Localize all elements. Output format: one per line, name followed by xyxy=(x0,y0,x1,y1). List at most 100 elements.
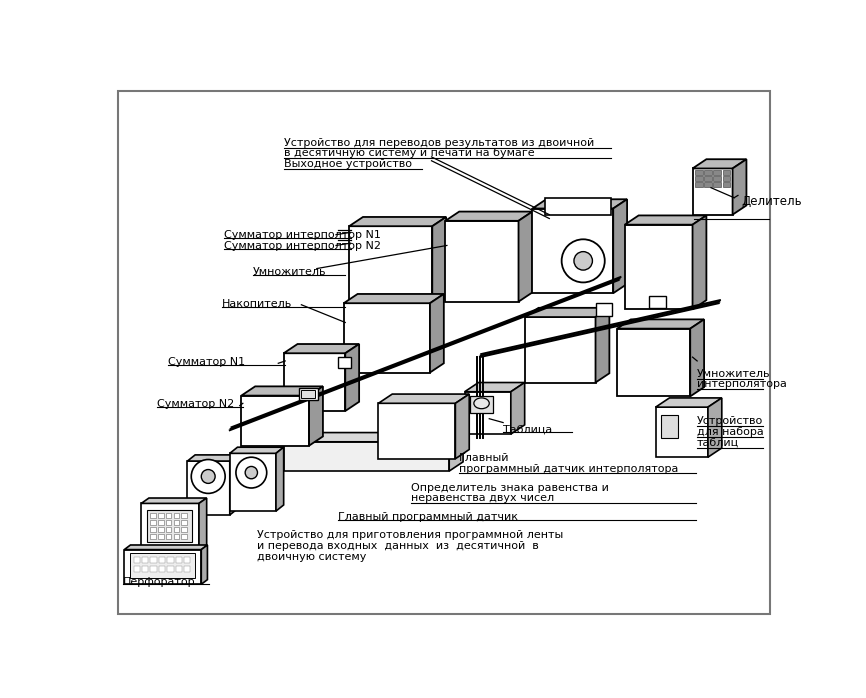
Polygon shape xyxy=(151,514,156,518)
Polygon shape xyxy=(624,225,693,309)
Polygon shape xyxy=(624,216,707,225)
Circle shape xyxy=(562,239,604,283)
Text: Устройство: Устройство xyxy=(697,417,764,426)
Polygon shape xyxy=(546,198,611,215)
Polygon shape xyxy=(133,566,139,572)
Polygon shape xyxy=(456,394,469,459)
Polygon shape xyxy=(346,344,359,411)
Polygon shape xyxy=(525,317,596,383)
Polygon shape xyxy=(229,455,237,515)
Polygon shape xyxy=(159,556,165,563)
Polygon shape xyxy=(695,176,702,181)
Polygon shape xyxy=(166,534,171,539)
Polygon shape xyxy=(141,498,207,503)
Polygon shape xyxy=(533,209,613,293)
Polygon shape xyxy=(617,329,690,396)
Polygon shape xyxy=(158,520,164,525)
Polygon shape xyxy=(242,396,309,445)
Polygon shape xyxy=(141,503,199,554)
Polygon shape xyxy=(656,398,721,407)
Polygon shape xyxy=(187,455,237,461)
Polygon shape xyxy=(158,527,164,532)
Polygon shape xyxy=(229,454,276,511)
Polygon shape xyxy=(159,566,165,572)
Polygon shape xyxy=(166,520,171,525)
Polygon shape xyxy=(650,295,666,308)
Polygon shape xyxy=(378,403,456,459)
Text: двоичную систему: двоичную систему xyxy=(256,552,366,562)
Ellipse shape xyxy=(474,398,489,409)
Text: неравенства двух чисел: неравенства двух чисел xyxy=(410,493,554,503)
Polygon shape xyxy=(714,176,721,181)
Text: таблиц: таблиц xyxy=(697,438,740,448)
Circle shape xyxy=(574,251,592,270)
Polygon shape xyxy=(151,566,157,572)
Text: в десятичную систему и печати на бумаге: в десятичную систему и печати на бумаге xyxy=(284,149,534,158)
Polygon shape xyxy=(130,554,195,578)
Polygon shape xyxy=(142,566,148,572)
Polygon shape xyxy=(445,211,533,221)
Polygon shape xyxy=(661,415,678,438)
Circle shape xyxy=(191,459,225,493)
Circle shape xyxy=(245,466,257,479)
Polygon shape xyxy=(173,514,179,518)
Polygon shape xyxy=(338,357,352,368)
Polygon shape xyxy=(695,170,702,174)
Polygon shape xyxy=(722,170,730,174)
Polygon shape xyxy=(445,221,519,302)
Polygon shape xyxy=(125,549,201,584)
Polygon shape xyxy=(166,514,171,518)
Text: Выходное устройство: Выходное устройство xyxy=(284,159,411,169)
Polygon shape xyxy=(432,217,446,307)
Polygon shape xyxy=(449,433,463,471)
Polygon shape xyxy=(301,390,315,398)
Polygon shape xyxy=(299,388,319,400)
Text: Определитель знака равенства и: Определитель знака равенства и xyxy=(410,482,609,493)
Polygon shape xyxy=(151,520,156,525)
Text: Делитель: Делитель xyxy=(742,195,803,209)
Text: Накопитель: Накопитель xyxy=(222,299,293,309)
Text: Умножитель: Умножитель xyxy=(697,369,771,378)
Polygon shape xyxy=(613,199,627,293)
Polygon shape xyxy=(284,344,359,353)
Polygon shape xyxy=(284,433,463,442)
Polygon shape xyxy=(229,447,284,454)
Circle shape xyxy=(201,470,215,484)
Polygon shape xyxy=(309,387,323,445)
Polygon shape xyxy=(693,216,707,309)
Polygon shape xyxy=(151,534,156,539)
Text: Умножитель: Умножитель xyxy=(253,267,326,277)
Polygon shape xyxy=(695,182,702,187)
Polygon shape xyxy=(519,211,533,302)
Polygon shape xyxy=(184,566,191,572)
Polygon shape xyxy=(158,514,164,518)
Polygon shape xyxy=(276,447,284,511)
Polygon shape xyxy=(708,398,721,457)
Polygon shape xyxy=(704,182,712,187)
Polygon shape xyxy=(344,303,430,373)
Polygon shape xyxy=(704,170,712,174)
Text: Сумматор N2: Сумматор N2 xyxy=(157,399,234,410)
Circle shape xyxy=(236,457,267,488)
Polygon shape xyxy=(693,159,746,168)
Polygon shape xyxy=(596,303,612,315)
Polygon shape xyxy=(167,566,173,572)
Polygon shape xyxy=(133,556,139,563)
Polygon shape xyxy=(242,387,323,396)
Polygon shape xyxy=(199,498,207,554)
Polygon shape xyxy=(465,383,525,392)
Polygon shape xyxy=(378,394,469,403)
Text: Главный программный датчик: Главный программный датчик xyxy=(338,512,518,522)
Polygon shape xyxy=(181,534,187,539)
Polygon shape xyxy=(533,199,627,209)
Polygon shape xyxy=(187,461,229,515)
Text: Сумматор N1: Сумматор N1 xyxy=(168,357,245,367)
Polygon shape xyxy=(181,520,187,525)
Polygon shape xyxy=(166,527,171,532)
Polygon shape xyxy=(147,510,192,542)
Polygon shape xyxy=(349,226,432,307)
Polygon shape xyxy=(525,308,610,317)
Text: Перфоратор: Перфоратор xyxy=(123,577,196,586)
Polygon shape xyxy=(173,527,179,532)
Polygon shape xyxy=(151,556,157,563)
